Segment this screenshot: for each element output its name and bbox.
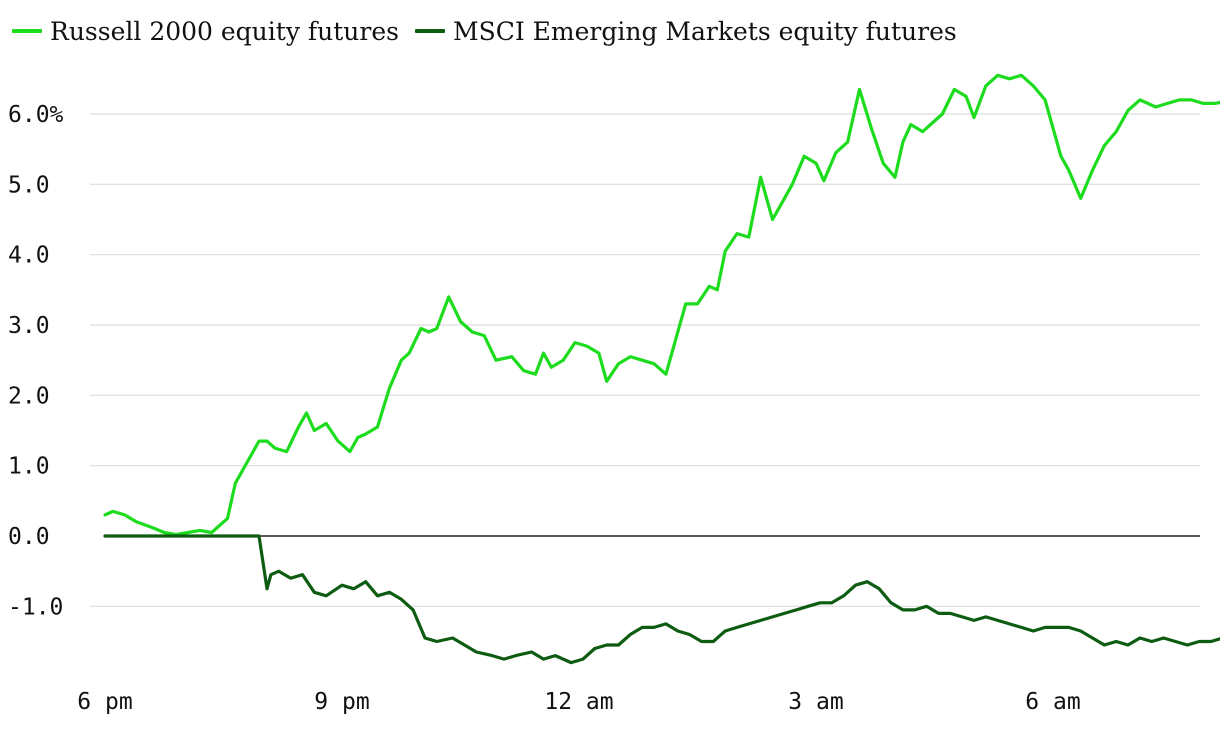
y-tick-label: 0.0 (8, 524, 50, 550)
legend-swatch-msci (414, 29, 445, 33)
x-tick-label: 3 am (788, 689, 843, 715)
gridlines (90, 113, 1200, 607)
y-axis-ticks: -1.0 0.0 1.0 2.0 3.0 4.0 5.0 6.0% (8, 102, 64, 620)
y-tick-label: 1.0 (8, 454, 50, 480)
y-tick-label: -1.0 (8, 594, 63, 620)
y-tick-label: 6.0% (8, 102, 64, 128)
y-tick-label: 5.0 (8, 172, 50, 198)
chart-legend: Russell 2000 equity futures MSCI Emergin… (12, 14, 957, 48)
legend-label-russell: Russell 2000 equity futures (50, 16, 399, 46)
y-tick-label: 3.0 (8, 313, 50, 339)
legend-label-msci: MSCI Emerging Markets equity futures (452, 16, 957, 46)
legend-item-russell: Russell 2000 equity futures (12, 17, 399, 46)
x-tick-label: 9 pm (314, 689, 369, 715)
x-tick-label: 6 am (1025, 689, 1080, 715)
series-line-msci (103, 534, 1220, 665)
legend-item-msci: MSCI Emerging Markets equity futures (414, 16, 957, 46)
series-line-russell (103, 73, 1220, 537)
series-lines (103, 73, 1220, 665)
legend-swatch-russell (12, 29, 42, 33)
y-tick-label: 4.0 (8, 243, 50, 269)
y-tick-label: 2.0 (8, 383, 50, 409)
x-axis-ticks: 6 pm 9 pm 12 am 3 am 6 am (77, 689, 1080, 715)
x-tick-label: 6 pm (77, 689, 132, 715)
x-tick-label: 12 am (544, 689, 613, 715)
